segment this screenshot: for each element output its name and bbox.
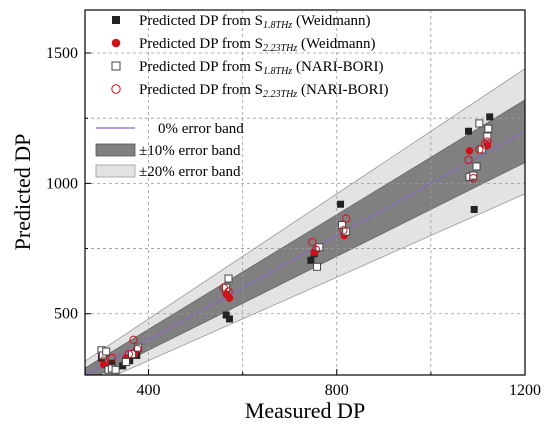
marker-square-open [337,221,346,230]
marker-square-open [102,347,111,356]
marker-circle-open [475,145,484,154]
legend-label: Predicted DP from S1.8THz (NARI-BORI) [139,59,383,77]
x-axis-label: Measured DP [245,398,365,423]
marker-square-open [111,61,121,71]
legend-label: Predicted DP from S2.23THz (Weidmann) [139,36,376,54]
marker-square-open [475,119,484,128]
data-points [97,113,494,374]
marker-square-open [224,274,233,283]
marker-circle-open [129,335,138,345]
legend-label: Predicted DP from S2.23THz (NARI-BORI) [139,82,388,100]
legend-band-label: 0% error band [158,121,244,137]
legend: Predicted DP from S1.8THz (Weidmann) Pred… [95,13,388,180]
marker-circle-open [99,356,109,365]
marker-circle-open [339,226,348,235]
marker-square-open [472,162,481,171]
marker-square-open [134,343,143,352]
marker-circle-open [107,353,117,363]
marker-circle-open [469,173,478,183]
marker-circle-open [133,344,142,354]
marker-square-filled [222,311,230,319]
marker-square-filled [112,16,120,24]
axis-ticks: 400 800 1200 500 1000 1500 [46,45,541,399]
legend-swatch-10 [95,143,136,157]
plot-frame [84,9,526,376]
marker-square-filled [465,127,473,135]
gridlines [85,10,525,375]
x-tick-label: 400 [137,382,161,399]
marker-square-open [483,132,492,141]
y-axis-label: Predicted DP [10,134,35,251]
marker-circle-open [341,214,351,223]
marker-square-filled [307,256,315,264]
marker-square-filled [225,315,233,323]
marker-circle-open [483,137,492,146]
legend-band-label: ±20% error band [139,164,241,180]
error-band-10 [85,99,525,375]
marker-circle-open [224,287,233,296]
error-bands [85,68,525,375]
marker-square-open [484,124,493,133]
marker-circle-open [480,140,490,149]
marker-square-open [313,262,321,271]
marker-circle-open [464,155,473,165]
legend-label: Predicted DP from S1.8THz (Weidmann) [139,13,371,31]
marker-circle-filled [465,146,474,155]
marker-circle-filled [111,38,121,48]
error-band-20 [85,68,525,375]
marker-circle-open [311,245,321,255]
marker-square-filled [470,205,478,213]
marker-square-filled [486,113,494,121]
marker-square-open [111,365,120,374]
marker-circle-open [124,349,133,359]
legend-band-label: ±10% error band [139,143,241,159]
y-tick-label: 500 [54,306,78,323]
y-tick-label: 1500 [46,45,78,62]
marker-square-open [121,357,130,366]
legend-swatch-20 [95,164,136,178]
y-tick-label: 1000 [46,175,78,192]
x-tick-label: 800 [325,382,349,399]
marker-circle-filled [225,294,234,302]
marker-square-filled [108,359,116,367]
marker-circle-open [308,237,317,247]
marker-square-open [469,171,478,180]
x-tick-label: 1200 [509,382,541,399]
marker-square-filled [337,200,345,208]
zero-error-line [85,130,525,375]
marker-circle-open [111,84,121,94]
